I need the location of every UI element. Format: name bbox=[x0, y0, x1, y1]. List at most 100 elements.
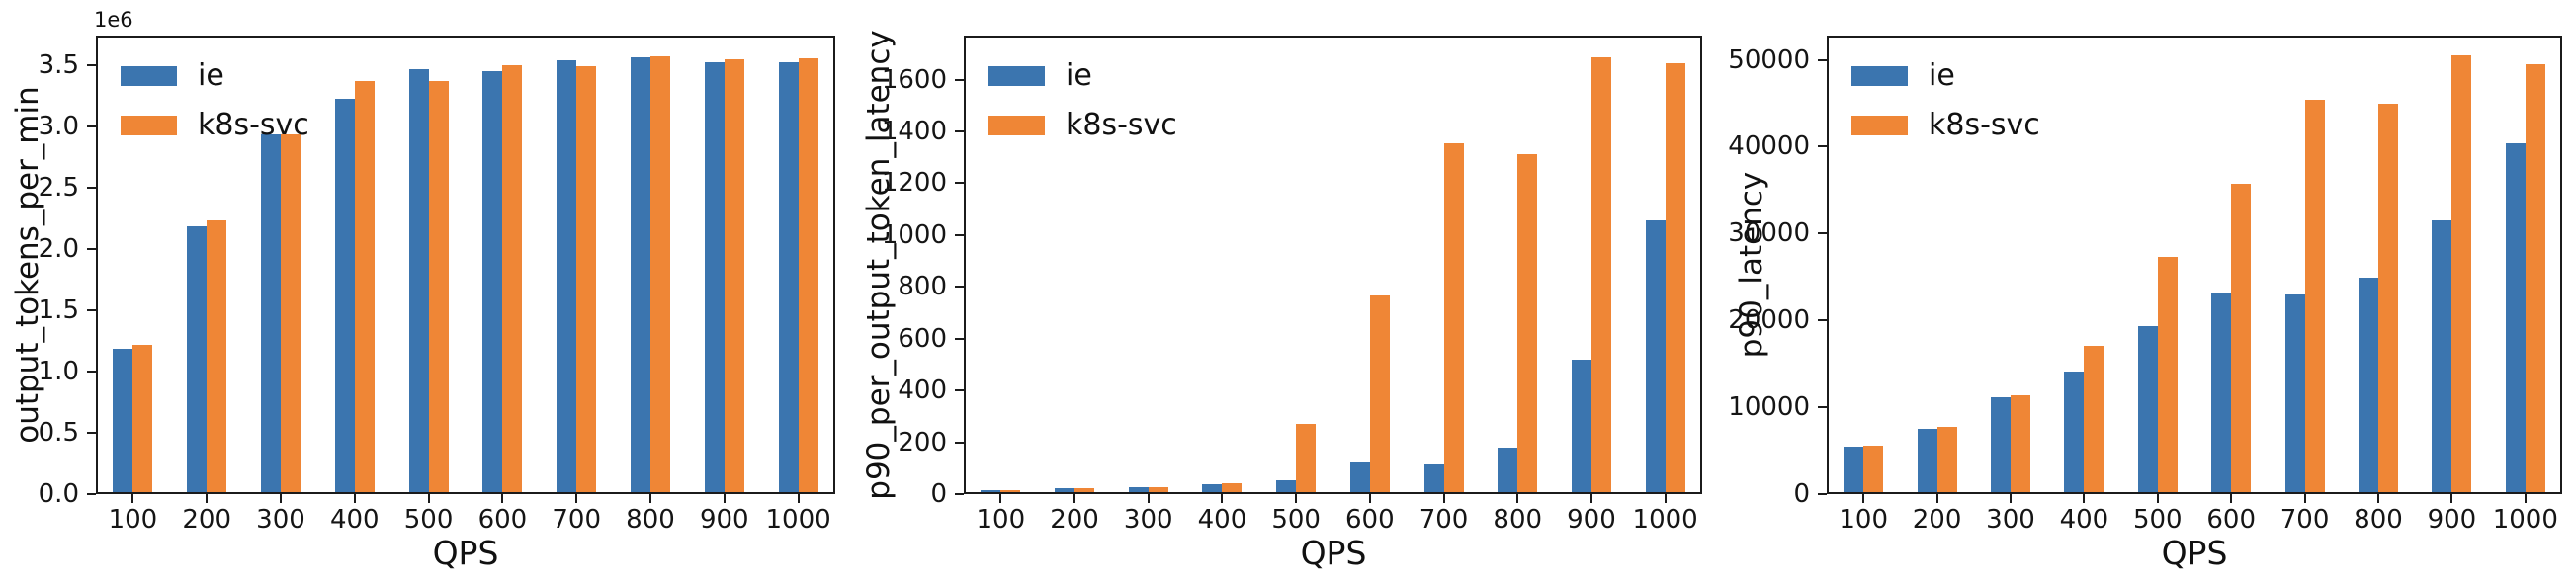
bar-ie-qps-600 bbox=[2211, 292, 2232, 492]
bar-k8s-svc-qps-100 bbox=[1000, 490, 1021, 492]
bar-k8s-svc-qps-800 bbox=[1517, 154, 1538, 492]
bar-k8s-svc-qps-400 bbox=[2084, 346, 2104, 492]
legend-swatch-ie bbox=[1851, 66, 1908, 86]
legend-label-k8s-svc: k8s-svc bbox=[1066, 108, 1177, 142]
y-tick-mark bbox=[955, 233, 964, 236]
bar-k8s-svc-qps-200 bbox=[1936, 427, 1957, 492]
y-tick-mark bbox=[1818, 406, 1827, 409]
y-tick-mark bbox=[955, 441, 964, 444]
x-tick-mark bbox=[1295, 494, 1298, 503]
y-tick-label: 0 bbox=[1793, 479, 1810, 509]
bar-k8s-svc-qps-300 bbox=[281, 134, 301, 492]
legend: ie k8s-svc bbox=[1851, 61, 2040, 160]
y-tick-label: 1.0 bbox=[38, 356, 79, 386]
x-tick-mark bbox=[1862, 494, 1865, 503]
y-tick-label: 50000 bbox=[1728, 44, 1810, 75]
x-tick-label: 800 bbox=[626, 505, 675, 535]
y-tick-label: 30000 bbox=[1728, 218, 1810, 249]
y-tick-label: 3.5 bbox=[38, 49, 79, 80]
bar-k8s-svc-qps-200 bbox=[207, 220, 227, 492]
bar-k8s-svc-qps-100 bbox=[132, 345, 153, 492]
x-tick-label: 1000 bbox=[765, 505, 831, 535]
x-tick-label: 700 bbox=[2279, 505, 2330, 535]
bar-k8s-svc-qps-400 bbox=[1222, 483, 1243, 492]
legend-swatch-k8s-svc bbox=[1851, 116, 1908, 135]
bar-ie-qps-800 bbox=[631, 57, 650, 492]
bar-k8s-svc-qps-500 bbox=[428, 81, 449, 492]
y-tick-label: 0 bbox=[930, 479, 947, 509]
bar-k8s-svc-qps-100 bbox=[1863, 446, 1884, 492]
bar-ie-qps-800 bbox=[1498, 448, 1518, 492]
x-tick-mark bbox=[280, 494, 282, 503]
x-tick-label: 600 bbox=[1345, 505, 1395, 535]
x-axis-label: QPS bbox=[432, 534, 499, 572]
bar-k8s-svc-qps-800 bbox=[2378, 104, 2398, 492]
x-tick-mark bbox=[2303, 494, 2306, 503]
y-tick-mark bbox=[955, 78, 964, 81]
legend-item-k8s-svc: k8s-svc bbox=[1851, 111, 2040, 140]
x-tick-mark bbox=[723, 494, 726, 503]
y-tick-mark bbox=[1818, 493, 1827, 495]
legend-item-ie: ie bbox=[121, 61, 309, 91]
legend-swatch-ie bbox=[121, 66, 177, 86]
bar-ie-qps-600 bbox=[1349, 462, 1370, 492]
y-tick-label: 0.0 bbox=[38, 479, 79, 509]
y-tick-mark bbox=[87, 247, 96, 250]
x-tick-label: 800 bbox=[1493, 505, 1543, 535]
x-tick-mark bbox=[999, 494, 1002, 503]
axis-offset-text: 1e6 bbox=[94, 8, 133, 32]
y-tick-label: 600 bbox=[898, 323, 947, 354]
bar-k8s-svc-qps-300 bbox=[1148, 487, 1168, 492]
bar-ie-qps-300 bbox=[261, 134, 281, 492]
x-tick-label: 400 bbox=[329, 505, 380, 535]
bar-k8s-svc-qps-500 bbox=[2157, 257, 2178, 492]
y-tick-mark bbox=[955, 389, 964, 392]
legend-item-k8s-svc: k8s-svc bbox=[121, 111, 309, 140]
x-tick-mark bbox=[353, 494, 356, 503]
bar-k8s-svc-qps-900 bbox=[2451, 55, 2472, 492]
y-tick-label: 20000 bbox=[1728, 305, 1810, 336]
y-tick-label: 40000 bbox=[1728, 131, 1810, 162]
x-axis-label: QPS bbox=[1300, 534, 1367, 572]
legend: ie k8s-svc bbox=[988, 61, 1177, 160]
x-tick-mark bbox=[1368, 494, 1371, 503]
y-tick-mark bbox=[87, 431, 96, 434]
plot-area: ie k8s-svc bbox=[964, 36, 1702, 494]
x-tick-label: 1000 bbox=[1632, 505, 1698, 535]
y-tick-mark bbox=[1818, 319, 1827, 322]
y-tick-mark bbox=[955, 493, 964, 495]
bar-k8s-svc-qps-400 bbox=[354, 81, 375, 492]
x-tick-mark bbox=[1442, 494, 1445, 503]
x-tick-label: 800 bbox=[2354, 505, 2403, 535]
x-axis-label: QPS bbox=[2161, 534, 2228, 572]
bar-k8s-svc-qps-700 bbox=[2304, 100, 2325, 492]
bar-k8s-svc-qps-900 bbox=[1590, 57, 1611, 492]
x-tick-label: 400 bbox=[1197, 505, 1247, 535]
x-tick-label: 200 bbox=[1912, 505, 1962, 535]
bar-ie-qps-200 bbox=[1055, 488, 1075, 492]
y-tick-mark bbox=[87, 493, 96, 495]
bar-k8s-svc-qps-600 bbox=[2231, 184, 2252, 492]
bar-ie-qps-600 bbox=[482, 71, 503, 492]
bar-ie-qps-1000 bbox=[2505, 143, 2526, 492]
y-tick-label: 1400 bbox=[881, 116, 947, 146]
y-tick-label: 800 bbox=[898, 272, 947, 302]
x-tick-mark bbox=[2010, 494, 2012, 503]
y-tick-mark bbox=[1818, 58, 1827, 61]
bar-ie-qps-900 bbox=[2432, 220, 2452, 492]
bar-ie-qps-200 bbox=[1917, 429, 1937, 492]
x-tick-label: 900 bbox=[2427, 505, 2477, 535]
legend-item-ie: ie bbox=[988, 61, 1177, 91]
bar-ie-qps-100 bbox=[981, 490, 1001, 492]
y-tick-mark bbox=[87, 125, 96, 127]
x-tick-mark bbox=[649, 494, 651, 503]
plot-area: ie k8s-svc bbox=[1827, 36, 2562, 494]
x-tick-label: 500 bbox=[403, 505, 454, 535]
legend-label-ie: ie bbox=[198, 58, 224, 93]
legend: ie k8s-svc bbox=[121, 61, 309, 160]
x-tick-mark bbox=[797, 494, 800, 503]
x-tick-mark bbox=[1073, 494, 1076, 503]
y-tick-mark bbox=[1818, 145, 1827, 148]
bar-ie-qps-500 bbox=[408, 69, 429, 492]
